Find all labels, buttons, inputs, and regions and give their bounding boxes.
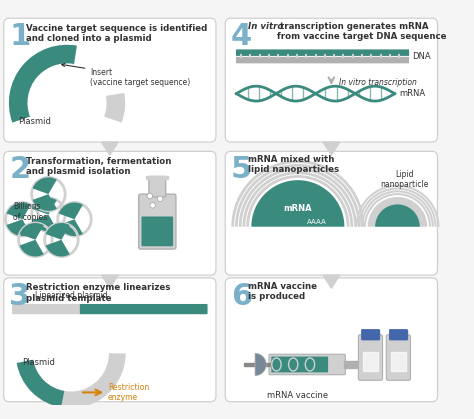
Text: Lipid
nanoparticle: Lipid nanoparticle bbox=[381, 170, 429, 189]
Text: transcription generates mRNA
from vaccine target DNA sequence: transcription generates mRNA from vaccin… bbox=[277, 22, 447, 41]
FancyBboxPatch shape bbox=[225, 278, 438, 402]
Text: mRNA: mRNA bbox=[399, 89, 426, 98]
Wedge shape bbox=[251, 180, 345, 227]
Text: 1: 1 bbox=[9, 22, 30, 51]
Circle shape bbox=[147, 193, 153, 199]
Text: AAAA: AAAA bbox=[307, 219, 327, 225]
Wedge shape bbox=[46, 223, 70, 240]
Text: Insert
(vaccine target sequence): Insert (vaccine target sequence) bbox=[62, 63, 191, 87]
Wedge shape bbox=[375, 204, 420, 227]
FancyBboxPatch shape bbox=[269, 354, 346, 375]
Text: 5: 5 bbox=[231, 155, 252, 184]
Polygon shape bbox=[101, 275, 118, 288]
FancyBboxPatch shape bbox=[225, 18, 438, 142]
Wedge shape bbox=[7, 202, 31, 219]
Bar bbox=[362, 330, 379, 339]
FancyBboxPatch shape bbox=[139, 194, 176, 249]
Text: In vitro transcription: In vitro transcription bbox=[339, 78, 417, 87]
Bar bbox=[361, 353, 367, 376]
Text: 6: 6 bbox=[231, 282, 252, 310]
Circle shape bbox=[157, 196, 163, 202]
Text: mRNA vaccine
is produced: mRNA vaccine is produced bbox=[247, 282, 317, 301]
Wedge shape bbox=[19, 223, 44, 240]
Bar bbox=[146, 176, 168, 179]
Text: Plasmid: Plasmid bbox=[18, 117, 52, 126]
Wedge shape bbox=[59, 219, 83, 236]
Text: In vitro: In vitro bbox=[247, 22, 283, 31]
Text: mRNA vaccine: mRNA vaccine bbox=[267, 391, 328, 400]
Text: Linearized plasmid: Linearized plasmid bbox=[35, 291, 108, 300]
Text: 4: 4 bbox=[231, 22, 252, 51]
FancyBboxPatch shape bbox=[4, 151, 216, 275]
Wedge shape bbox=[368, 197, 427, 227]
Polygon shape bbox=[101, 142, 118, 155]
FancyBboxPatch shape bbox=[236, 49, 409, 56]
FancyBboxPatch shape bbox=[80, 304, 208, 314]
Wedge shape bbox=[33, 198, 57, 215]
FancyBboxPatch shape bbox=[386, 335, 410, 380]
Text: Vaccine target sequence is identified
and cloned into a plasmid: Vaccine target sequence is identified an… bbox=[26, 24, 207, 43]
FancyBboxPatch shape bbox=[12, 304, 82, 314]
Text: Restriction enzyme linearizes
plasmid template: Restriction enzyme linearizes plasmid te… bbox=[26, 284, 171, 303]
Bar bbox=[244, 363, 272, 366]
Wedge shape bbox=[59, 202, 83, 219]
FancyBboxPatch shape bbox=[149, 176, 166, 197]
Text: 2: 2 bbox=[9, 155, 30, 184]
Bar bbox=[363, 352, 378, 371]
Text: Transformation, fermentation
and plasmid isolation: Transformation, fermentation and plasmid… bbox=[26, 157, 172, 176]
Wedge shape bbox=[33, 194, 57, 211]
Text: Billions
of copies: Billions of copies bbox=[13, 202, 47, 222]
FancyBboxPatch shape bbox=[389, 329, 408, 340]
FancyBboxPatch shape bbox=[361, 329, 380, 340]
Circle shape bbox=[150, 202, 155, 208]
Text: Restriction
enzyme: Restriction enzyme bbox=[108, 383, 149, 402]
Bar bbox=[391, 352, 406, 371]
Bar bbox=[345, 361, 363, 368]
Wedge shape bbox=[46, 240, 70, 256]
Polygon shape bbox=[323, 142, 340, 155]
FancyBboxPatch shape bbox=[271, 357, 328, 372]
Text: DNA: DNA bbox=[412, 52, 431, 61]
Wedge shape bbox=[33, 177, 57, 194]
Text: mRNA: mRNA bbox=[283, 204, 312, 212]
Wedge shape bbox=[255, 353, 266, 376]
Polygon shape bbox=[323, 275, 340, 288]
FancyBboxPatch shape bbox=[225, 151, 438, 275]
Wedge shape bbox=[19, 240, 44, 256]
FancyBboxPatch shape bbox=[4, 18, 216, 142]
FancyBboxPatch shape bbox=[4, 278, 216, 402]
FancyBboxPatch shape bbox=[358, 335, 383, 380]
Text: mRNA mixed with
lipid nanoparticles: mRNA mixed with lipid nanoparticles bbox=[247, 155, 339, 174]
Text: Plasmid: Plasmid bbox=[22, 358, 55, 367]
Text: 3: 3 bbox=[9, 282, 30, 310]
FancyBboxPatch shape bbox=[236, 57, 409, 63]
Wedge shape bbox=[7, 219, 31, 236]
Bar bbox=[390, 330, 407, 339]
FancyBboxPatch shape bbox=[141, 217, 173, 246]
Wedge shape bbox=[33, 215, 57, 231]
